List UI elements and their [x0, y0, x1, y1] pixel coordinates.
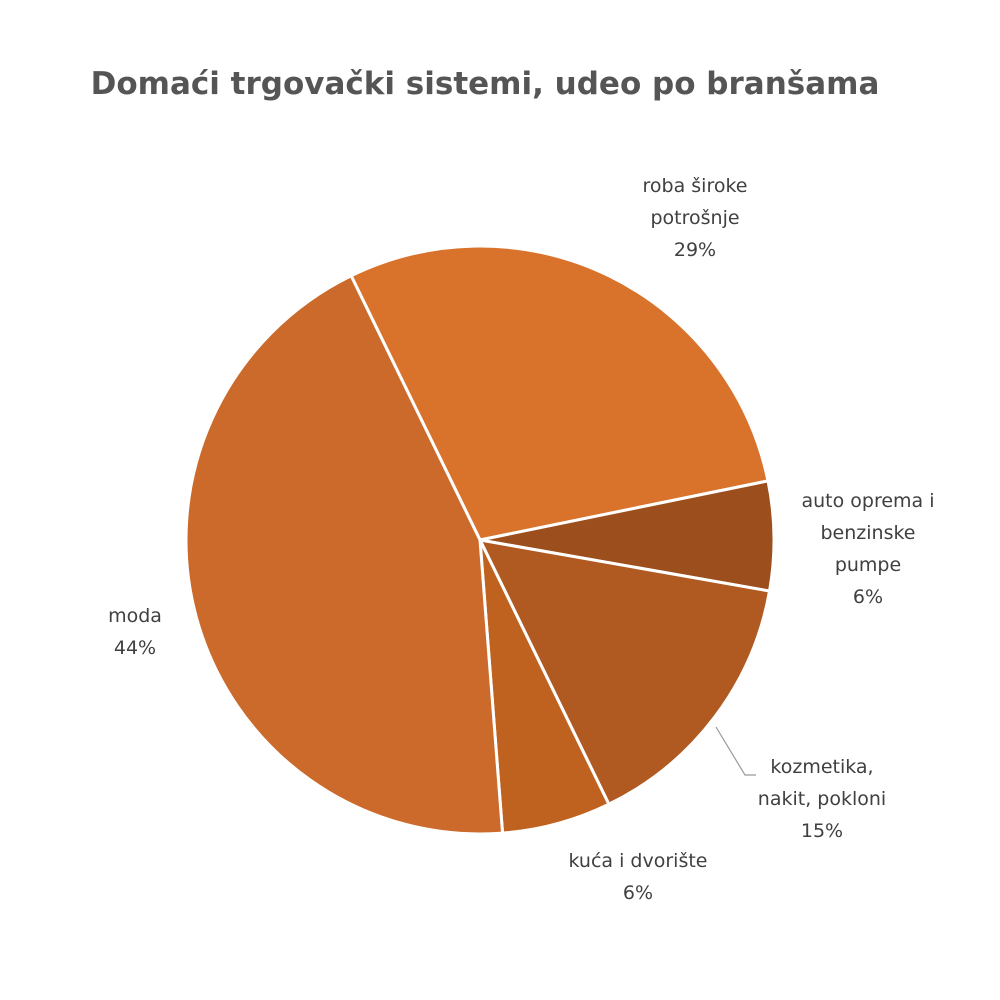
data-label: roba široke potrošnje 29%: [620, 170, 770, 266]
data-label: kuća i dvorište 6%: [528, 845, 748, 909]
pie-slice: [477, 538, 772, 807]
category-label: kuća i dvorište: [568, 850, 708, 872]
data-label: auto oprema i benzinske pumpe 6%: [798, 485, 938, 613]
value-label: 29%: [673, 239, 717, 261]
value-label: 6%: [852, 586, 884, 608]
category-label: kozmetika, nakit, pokloni: [757, 756, 887, 810]
pie-slice: [349, 244, 770, 542]
value-label: 44%: [113, 637, 157, 659]
category-label: roba široke potrošnje: [642, 175, 748, 229]
value-label: 15%: [800, 820, 844, 842]
pie-slice: [184, 273, 505, 836]
chart-title: Domaći trgovački sistemi, udeo po branša…: [90, 66, 880, 102]
value-label: 6%: [622, 882, 654, 904]
data-label: kozmetika, nakit, pokloni 15%: [742, 751, 902, 847]
leader-line: [715, 726, 756, 776]
category-label: moda: [108, 605, 162, 627]
data-label: moda 44%: [75, 600, 195, 664]
category-label: auto oprema i benzinske pumpe: [801, 490, 935, 576]
